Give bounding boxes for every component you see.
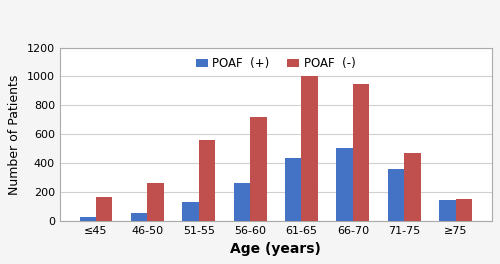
- Bar: [336, 148, 353, 221]
- Bar: [182, 202, 198, 221]
- Bar: [96, 197, 112, 221]
- Bar: [439, 200, 456, 221]
- Bar: [250, 117, 266, 221]
- Bar: [131, 213, 148, 221]
- Bar: [388, 169, 404, 221]
- Bar: [353, 84, 370, 221]
- Bar: [148, 183, 164, 221]
- X-axis label: Age (years): Age (years): [230, 242, 321, 256]
- Y-axis label: Number of Patients: Number of Patients: [8, 74, 22, 195]
- Bar: [80, 217, 96, 221]
- Bar: [285, 158, 302, 221]
- Bar: [198, 140, 215, 221]
- Bar: [302, 76, 318, 221]
- Bar: [234, 183, 250, 221]
- Bar: [456, 199, 472, 221]
- Bar: [404, 153, 420, 221]
- Legend: POAF  (+), POAF  (-): POAF (+), POAF (-): [192, 53, 359, 73]
